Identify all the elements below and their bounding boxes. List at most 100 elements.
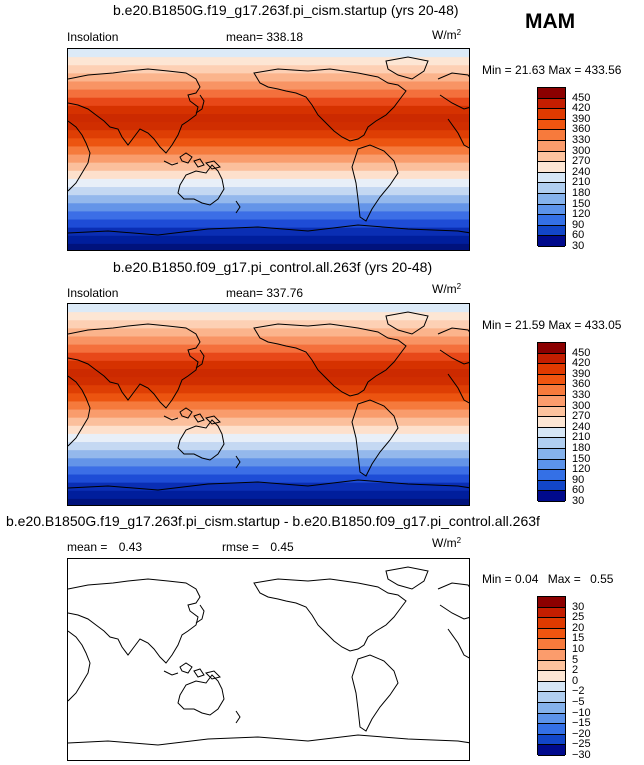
colorbar-cell <box>538 130 565 141</box>
panel3-rmse: rmse = 0.45 <box>222 540 294 554</box>
colorbar-cell <box>538 88 565 99</box>
map-band <box>68 122 469 131</box>
colorbar-cell <box>538 681 565 693</box>
colorbar-tick-label: 240 <box>572 165 591 178</box>
panel3-mean: mean = 0.43 <box>67 540 142 554</box>
colorbar-cell <box>538 417 565 428</box>
panel1-units: W/m2 <box>432 28 461 42</box>
map-band <box>68 401 469 411</box>
coastline-path <box>235 455 241 469</box>
colorbar-cell <box>538 745 565 756</box>
colorbar-tick-label: 330 <box>572 389 591 401</box>
panel2-map-svg <box>68 304 469 505</box>
colorbar-tick-label: 270 <box>572 410 591 423</box>
panel3-rmse-label: rmse = <box>222 540 260 554</box>
panel2-coastlines <box>68 311 469 491</box>
coastline-path <box>235 200 241 214</box>
colorbar-tick-label: 10 <box>572 643 585 655</box>
panel3-coastlines <box>68 566 469 746</box>
colorbar-cell <box>538 109 565 120</box>
colorbar-tick-label: 360 <box>572 378 591 391</box>
map-band <box>68 243 469 250</box>
colorbar-cell <box>538 374 565 386</box>
coastline-path <box>253 578 407 652</box>
panel1-coastlines <box>68 56 469 236</box>
panel2-max-label: Max = <box>548 318 582 332</box>
map-band <box>68 211 469 221</box>
coastline-path <box>447 373 469 404</box>
panel3-min-value: 0.04 <box>515 572 539 586</box>
coastline-path <box>253 68 407 142</box>
coastline-path <box>179 152 193 164</box>
colorbar-tick-label: 210 <box>572 431 591 444</box>
panel2-max-value: 433.05 <box>584 318 622 332</box>
coastline-path <box>177 419 225 461</box>
panel1-map <box>67 48 470 251</box>
coastline-path <box>351 654 399 732</box>
panel1-max-label: Max = <box>548 63 582 77</box>
coastline-path <box>195 349 205 369</box>
panel2-units-exp: 2 <box>456 282 462 291</box>
panel2-units: W/m2 <box>432 282 461 296</box>
colorbar-cell <box>538 628 565 640</box>
map-band <box>68 227 469 237</box>
coastline-path <box>68 224 469 236</box>
coastline-path <box>193 413 205 423</box>
panel2-min-label: Min = <box>482 318 512 332</box>
map-band <box>68 490 469 500</box>
colorbar-tick-label: −10 <box>572 706 591 719</box>
colorbar-cell <box>538 713 565 725</box>
coastline-path <box>195 94 205 114</box>
panel1-units-exp: 2 <box>456 28 462 37</box>
map-band <box>68 344 469 354</box>
panel2-variable-label: Insolation <box>67 286 119 300</box>
panel3-colorbar: 30 25 20 15 10 5 2 0 −2 −5 −10 −15 −20 −25 −30 <box>537 596 591 761</box>
panel1-max-value: 433.56 <box>584 63 622 77</box>
colorbar-cell <box>538 427 565 439</box>
colorbar-tick-label: −25 <box>572 738 591 751</box>
map-band <box>68 360 469 370</box>
panel2-mean-label: mean= <box>226 286 264 300</box>
colorbar-tick-label: 15 <box>572 632 585 645</box>
colorbar-cell <box>538 438 565 449</box>
colorbar-cell <box>538 172 565 184</box>
colorbar-tick-label: 120 <box>572 208 591 221</box>
panel1-map-bands <box>68 49 469 250</box>
map-band <box>68 162 469 172</box>
colorbar-cell <box>538 385 565 396</box>
colorbar-tick-label: 90 <box>572 218 585 231</box>
panel2-map <box>67 303 470 506</box>
coastline-path <box>193 158 205 168</box>
map-band <box>68 393 469 403</box>
colorbar-cell <box>538 671 565 682</box>
map-band <box>68 178 469 188</box>
colorbar-cell <box>538 449 565 460</box>
map-band <box>68 458 469 467</box>
colorbar-tick-label: 180 <box>572 442 591 454</box>
colorbar-cell <box>538 618 565 629</box>
colorbar-cell <box>538 734 565 746</box>
coastline-path <box>163 670 179 676</box>
map-band <box>68 450 469 459</box>
coastline-path <box>68 375 91 447</box>
panel3-rmse-value: 0.45 <box>270 540 294 554</box>
colorbar-tick-label: −20 <box>572 727 591 740</box>
coastline-path <box>205 670 221 680</box>
map-band <box>68 385 469 394</box>
coastline-path <box>235 710 241 724</box>
season-label: MAM <box>525 10 576 33</box>
colorbar-cell <box>538 650 565 661</box>
colorbar-tick-label: 210 <box>572 176 591 189</box>
coastline-path <box>68 479 469 491</box>
colorbar-tick-label: 390 <box>572 112 591 125</box>
map-band <box>68 65 469 74</box>
panel1-map-svg <box>68 49 469 250</box>
colorbar-tick-label: 390 <box>572 367 591 380</box>
map-band <box>68 352 469 362</box>
colorbar-tick-label: 5 <box>572 653 579 666</box>
panel1-mean: mean= 338.18 <box>226 30 303 44</box>
panel3-minmax: Min = 0.04 Max = 0.55 <box>482 572 613 586</box>
colorbar-cell <box>538 480 565 492</box>
colorbar-cell <box>538 151 565 163</box>
coastline-path <box>385 56 429 80</box>
